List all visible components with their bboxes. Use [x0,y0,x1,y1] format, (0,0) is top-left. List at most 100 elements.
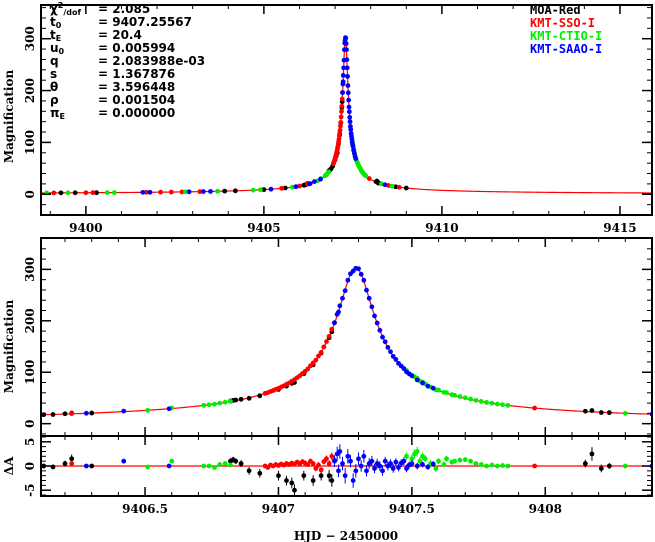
parameter-symbol: q [50,54,59,68]
data-point-kmt-ctio-i [217,400,223,406]
residual-point-kmt-ctio-i [489,462,495,468]
data-point-kmt-ctio-i [489,400,495,406]
data-point-kmt-saao-i [347,114,353,120]
parameter-value: = 0.000000 [98,106,176,120]
data-point-kmt-sso-i [69,411,75,416]
residual-point-kmt-ctio-i [404,453,409,459]
residual-point-kmt-sso-i [318,467,324,473]
residual-point-moa-red [238,461,244,466]
top-frame [40,4,653,216]
data-point-moa-red [233,397,239,403]
residual-point-kmt-saao-i [336,468,341,474]
parameter-row: χ2/dof = 2.085 [50,1,205,17]
data-point-kmt-saao-i [409,373,415,379]
data-point-kmt-ctio-i [222,399,228,405]
residual-point-kmt-ctio-i [473,461,479,466]
data-point-kmt-ctio-i [457,394,463,399]
data-point-kmt-saao-i [336,309,341,315]
data-point-kmt-sso-i [313,357,319,363]
data-point-kmt-sso-i [158,189,164,195]
data-point-kmt-saao-i [414,377,420,383]
residual-point-moa-red [289,480,295,486]
data-point-kmt-sso-i [143,189,149,195]
data-point-kmt-saao-i [377,327,383,333]
residual-point-kmt-sso-i [326,461,332,466]
residual-point-kmt-sso-i [313,466,319,471]
legend: MOA-Red KMT-SSO-I KMT-CTIO-I KMT-SAAO-I [530,4,602,56]
data-point-kmt-saao-i [340,79,346,85]
parameter-label: s [50,68,98,81]
parameter-row: πE = 0.000000 [50,106,205,122]
data-point-kmt-ctio-i [622,410,628,416]
residual-point-moa-red [292,487,297,493]
y-tick-label: 5 [23,438,37,446]
data-point-kmt-saao-i [356,266,361,272]
data-point-kmt-ctio-i [228,399,233,404]
residual-point-kmt-saao-i [369,458,375,464]
data-point-kmt-sso-i [338,123,343,129]
legend-entry: KMT-CTIO-I [530,29,603,43]
residual-point-kmt-saao-i [342,473,348,479]
data-point-kmt-saao-i [348,127,354,132]
data-point-kmt-saao-i [332,320,337,326]
residual-point-kmt-saao-i [414,463,420,469]
parameter-label: u0 [50,42,98,57]
data-point-kmt-ctio-i [104,190,110,196]
data-point-kmt-sso-i [51,190,57,196]
data-point-kmt-saao-i [345,74,350,79]
data-point-kmt-ctio-i [65,190,71,196]
residual-point-kmt-ctio-i [433,466,439,471]
residual-point-kmt-saao-i [390,466,396,471]
data-point-kmt-saao-i [208,189,213,194]
data-point-kmt-ctio-i [145,407,151,413]
data-point-kmt-saao-i [200,189,206,194]
residual-point-moa-red [69,456,75,462]
data-point-kmt-saao-i [307,181,312,187]
parameter-symbol: t [50,28,56,42]
data-point-kmt-saao-i [340,73,346,78]
data-point-kmt-saao-i [346,109,352,115]
y-tick-label: 0 [23,462,37,470]
data-point-kmt-saao-i [318,176,323,182]
data-point-kmt-saao-i [340,90,345,95]
residual-point-kmt-ctio-i [444,456,449,462]
data-point-kmt-saao-i [344,57,350,63]
residual-point-moa-red [326,473,332,479]
residual-point-kmt-saao-i [388,461,393,466]
residual-point-kmt-ctio-i [217,462,223,467]
residual-point-kmt-ctio-i [206,463,212,469]
residual-point-kmt-saao-i [396,465,401,470]
data-point-kmt-ctio-i [201,402,207,408]
residual-point-kmt-ctio-i [228,462,233,468]
data-point-kmt-sso-i [326,333,332,339]
data-point-kmt-ctio-i [212,401,217,407]
residual-point-moa-red [589,451,595,457]
data-point-kmt-sso-i [366,176,372,181]
residual-point-moa-red [310,478,316,483]
parameter-label: q [50,55,98,68]
parameter-label: χ2/dof [50,1,98,17]
residual-point-kmt-sso-i [532,463,538,469]
residual-point-kmt-saao-i [377,463,383,469]
data-point-kmt-ctio-i [500,402,505,408]
data-point-kmt-saao-i [346,97,352,103]
data-point-kmt-saao-i [382,182,388,188]
residual-point-kmt-ctio-i [494,463,500,469]
residual-point-kmt-saao-i [332,458,337,464]
parameter-subscript: 0 [58,47,65,56]
data-point-kmt-saao-i [147,189,153,195]
residual-point-kmt-sso-i [329,453,335,459]
x-axis-label: HJD − 2450000 [294,529,398,542]
data-point-kmt-saao-i [121,408,127,414]
data-point-moa-red [282,185,288,191]
data-point-kmt-ctio-i [505,402,511,408]
data-point-kmt-saao-i [343,35,349,41]
data-point-kmt-saao-i [166,406,172,412]
residual-point-kmt-ctio-i [505,463,511,469]
parameter-row: s = 1.367876 [50,68,205,81]
data-point-moa-red [222,188,228,194]
data-point-kmt-saao-i [268,186,274,192]
residual-point-kmt-ctio-i [414,449,420,454]
residual-point-moa-red [50,464,56,470]
data-point-kmt-saao-i [358,271,364,277]
